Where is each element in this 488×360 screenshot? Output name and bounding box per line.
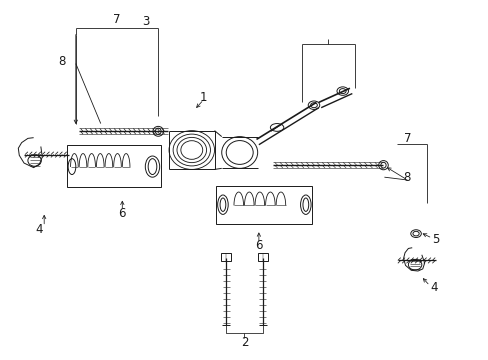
Text: 3: 3 [142,15,150,28]
Bar [67,145,161,187]
Text: 6: 6 [255,239,262,252]
Text: 4: 4 [429,281,437,294]
Text: 8: 8 [403,171,410,184]
Bar [215,186,311,224]
Text: 7: 7 [403,132,410,145]
Text: 5: 5 [431,234,439,247]
Text: 6: 6 [118,207,126,220]
Bar [221,253,231,261]
Text: 2: 2 [240,336,248,349]
Text: 8: 8 [58,55,65,68]
Text: 4: 4 [36,223,43,236]
Bar [257,253,267,261]
Text: 1: 1 [200,91,207,104]
Text: 7: 7 [113,13,120,26]
